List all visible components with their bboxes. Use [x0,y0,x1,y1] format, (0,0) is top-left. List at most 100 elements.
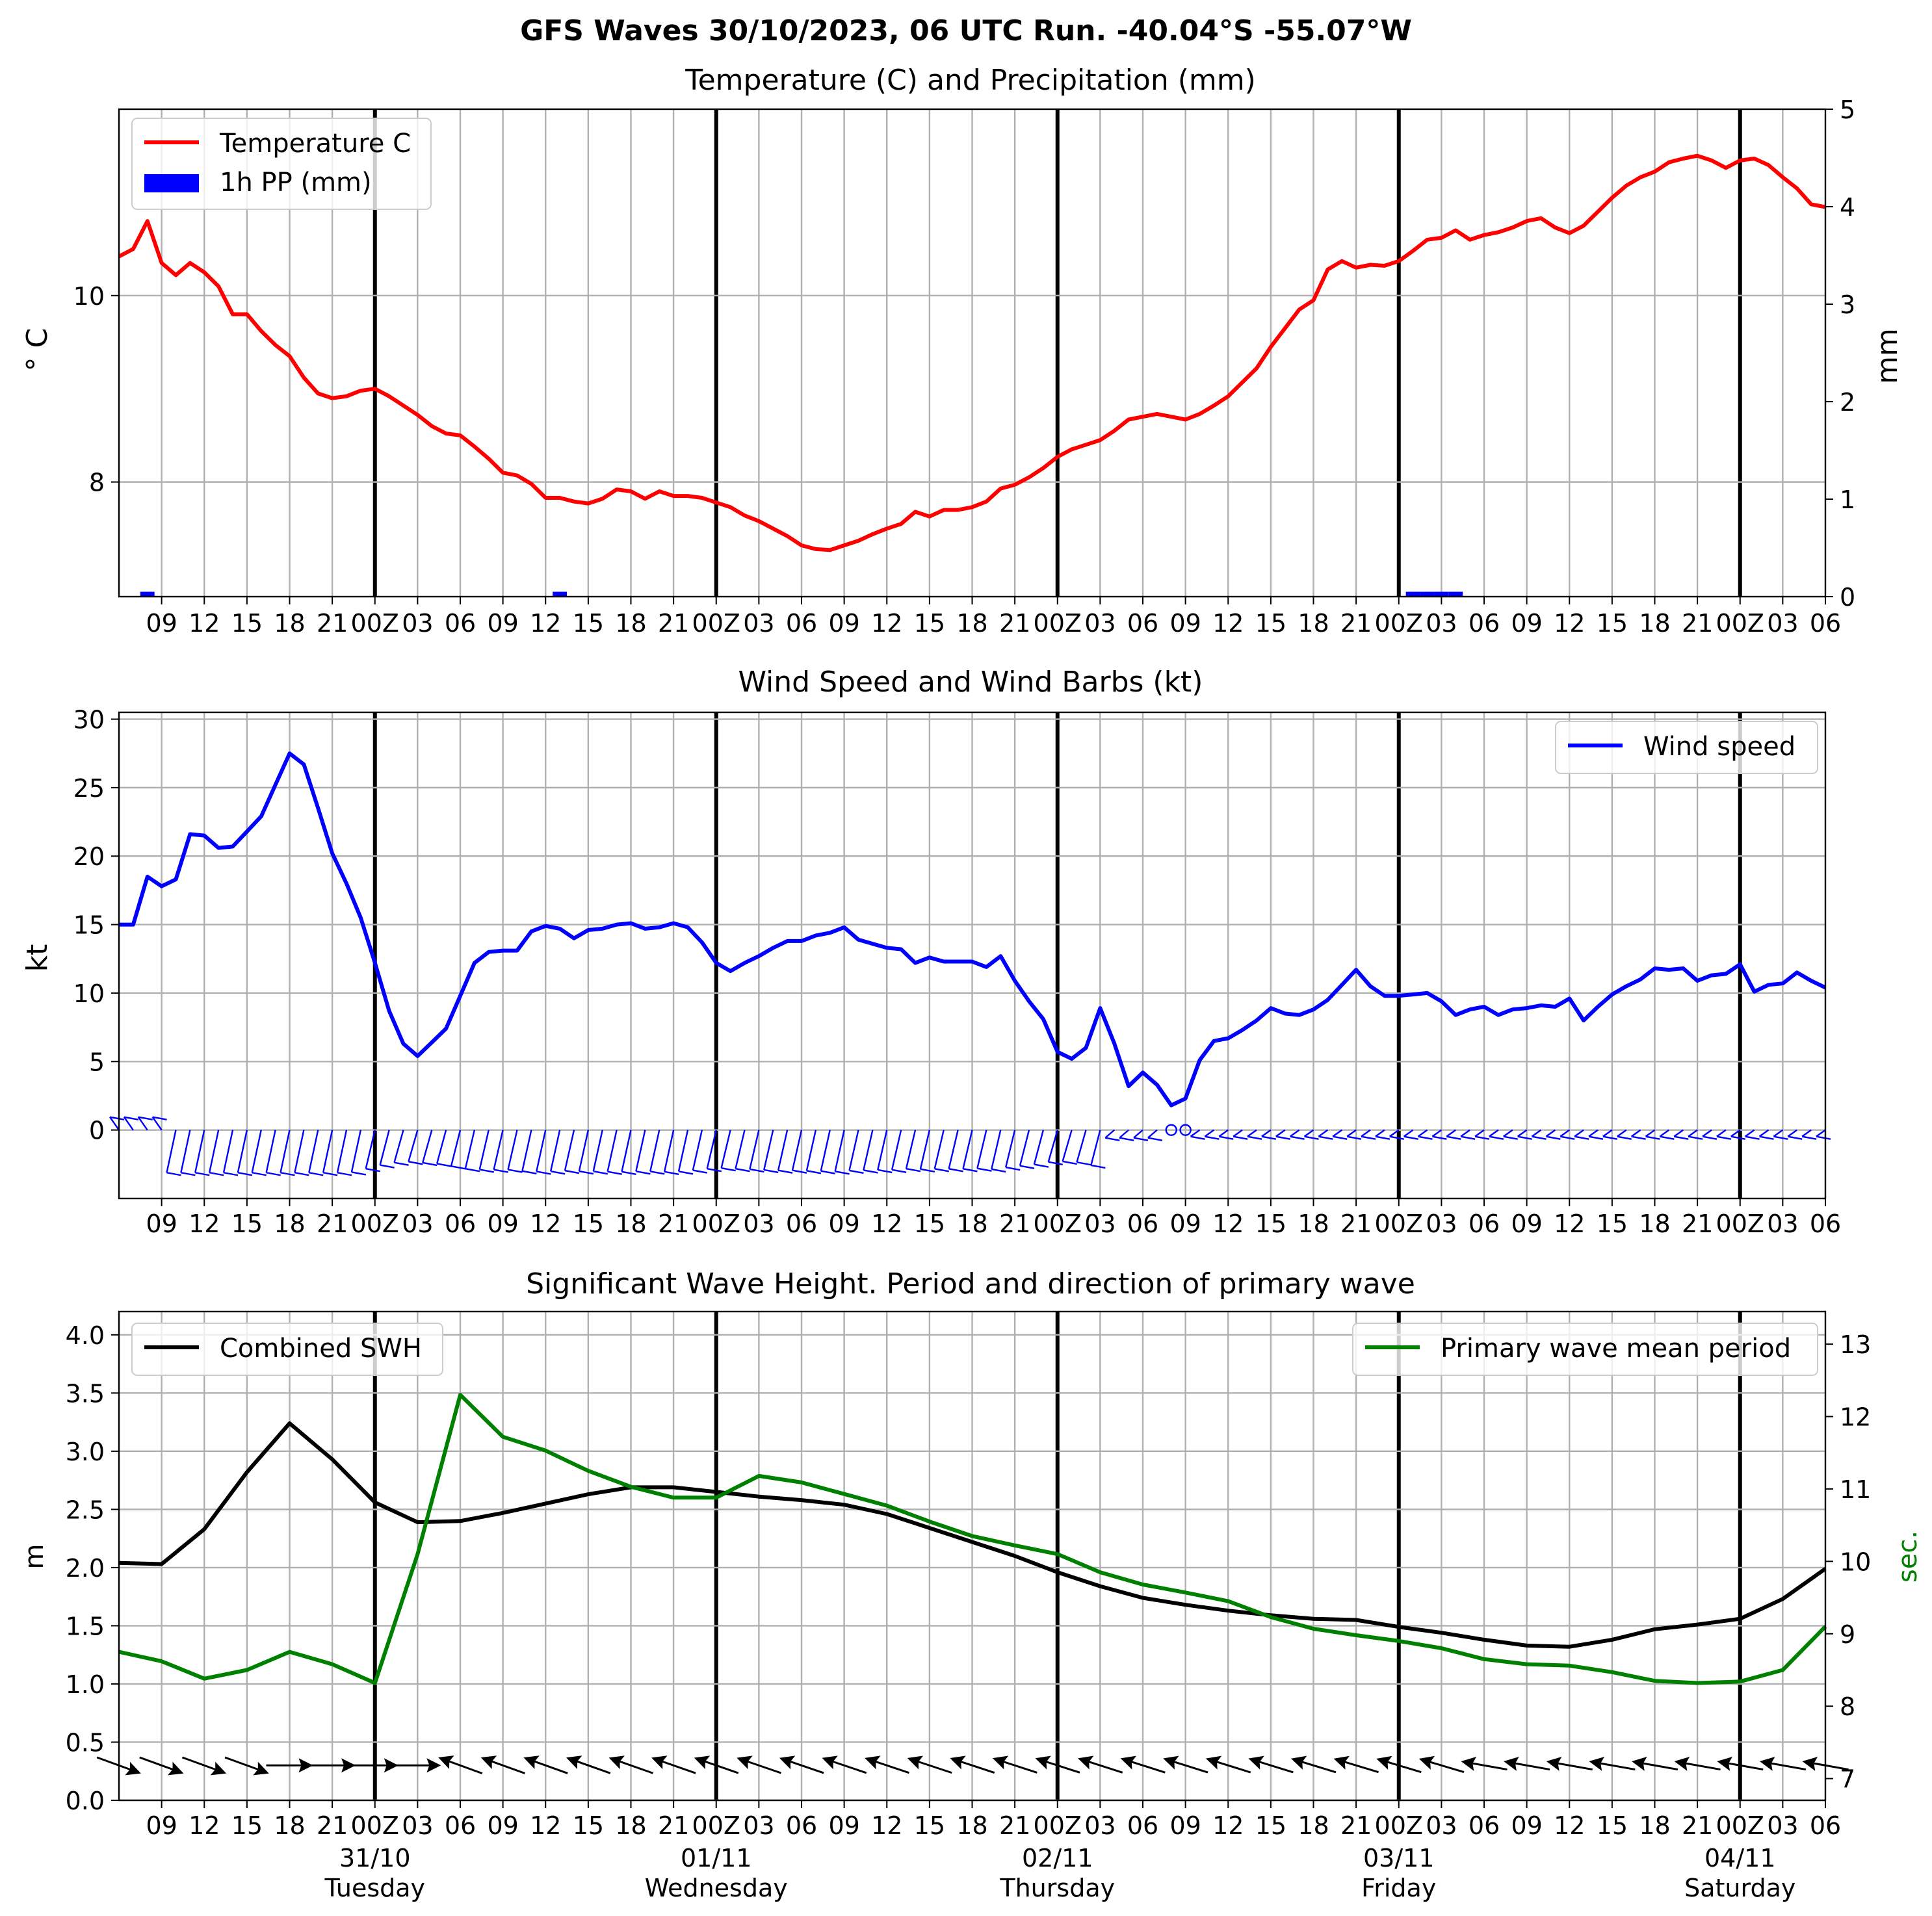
wind-barb-flag [1205,1135,1220,1140]
wind-barb [166,1130,181,1176]
wind-barb-flag [1773,1135,1788,1140]
wind-barb-flag [1745,1135,1760,1140]
wind-barb [478,1130,494,1173]
x-tick-label: 15 [914,1811,945,1840]
arrow-shaft [181,1756,220,1772]
wind-barb-staff [1673,1129,1684,1137]
wind-barb-staff [663,1130,675,1172]
wind-barb [308,1130,324,1176]
wind-barb-staff [1474,1129,1485,1137]
wind-barb-staff [962,1130,973,1169]
wave-direction-arrow [1418,1755,1465,1773]
wind-barb-staff [820,1130,831,1171]
arrow-head [253,1761,269,1776]
wave-direction-arrow [694,1755,739,1774]
x-tick-label: 06 [1127,609,1158,638]
wind-barb-staff [1702,1129,1712,1137]
wind-barb-flag [593,1170,608,1175]
x-tick-label: 12 [1212,1210,1244,1238]
arrow-shaft [445,1759,483,1775]
wind-barb-staff [1489,1129,1499,1137]
wind-barb [265,1130,281,1176]
x-tick-label: 21 [1340,1210,1372,1238]
legend-left: Combined SWH [131,1323,443,1376]
wind-barb-staff [1730,1129,1741,1137]
wind-barb-staff [1403,1129,1414,1137]
x-tick-label: 12 [189,1210,220,1238]
wind-barb [1233,1129,1248,1140]
x-tick-label: 12 [530,1210,561,1238]
y-tick-label: 2.0 [66,1554,105,1583]
wind-barb-flag [1716,1135,1732,1140]
x-tick-label: 03 [402,1210,433,1238]
wind-barb [251,1130,267,1176]
wind-barb-flag [1489,1135,1504,1140]
wind-barb-flag [1133,1137,1149,1141]
wave-direction-arrow [1078,1755,1123,1774]
x-tick-label: 15 [1597,1811,1628,1840]
precipitation-bar [1448,591,1463,597]
y-tick-label: 0 [89,1117,105,1145]
wind-barb [549,1130,566,1175]
wind-barb-staff [677,1130,689,1172]
x-tick-label: 12 [871,1210,902,1238]
wind-barb-flag [493,1169,508,1173]
arrow-head [523,1755,540,1769]
wind-barb-staff [109,1116,120,1131]
y-tick-label: 10 [73,979,105,1008]
wind-barb-flag [1091,1164,1106,1169]
x-tick-label: 12 [1554,1811,1585,1840]
wave-period-line [118,1393,1827,1685]
arrow-shaft [1682,1761,1721,1771]
wind-barb-staff [1744,1129,1755,1137]
wind-barb-flag [963,1168,978,1172]
y-tick-label: 25 [73,774,105,803]
wind-barb [777,1130,793,1174]
arrow-head [566,1755,582,1769]
wind-barb-flag [309,1172,324,1176]
wind-barb-flag [1503,1135,1518,1140]
wind-barb-staff [1716,1129,1727,1137]
wind-barb [1261,1129,1277,1140]
wind-barb-flag [423,1161,437,1167]
panel-title: Temperature (C) and Precipitation (mm) [685,64,1256,97]
wave-direction-arrow [1759,1757,1807,1771]
x-tick-label: 09 [1511,1811,1542,1840]
arrow-head [1632,1757,1647,1771]
legend: Wind speed [1555,721,1818,774]
x-tick-label: 21 [658,1811,689,1840]
wind-barb [109,1116,125,1131]
wind-barb-staff [720,1130,731,1169]
x-tick-label: 03 [1084,1210,1116,1238]
x-tick-label: 06 [1810,609,1841,638]
arrow-shaft [1298,1759,1337,1774]
wind-barb [848,1130,864,1174]
wind-barb-staff [1517,1129,1528,1137]
arrow-shaft [573,1759,611,1774]
wind-barb-flag [607,1171,622,1175]
y-tick-label-right: 3 [1840,291,1855,319]
wind-barb-staff [891,1130,902,1171]
arrow-shaft [224,1756,262,1772]
wind-barb-flag [1233,1135,1248,1140]
wind-barb-flag [1147,1137,1163,1141]
wind-barb [578,1130,594,1175]
wave-direction-arrow [139,1756,184,1776]
wind-barb-staff [208,1130,220,1173]
x-tick-label: 15 [231,1811,263,1840]
legend-frame [131,1323,443,1376]
wind-barb-flag [1460,1135,1476,1140]
wind-barb-calm [1165,1124,1177,1136]
wind-barb [663,1130,679,1175]
wind-barb-staff [621,1130,632,1172]
wind-barb-flag [1119,1137,1134,1141]
wind-barb-flag [564,1169,580,1174]
wind-barb [1332,1129,1348,1140]
x-tick-label: 21 [999,1811,1030,1840]
wind-barb-flag [792,1169,807,1174]
wind-barb-staff [1773,1129,1784,1137]
y-tick-label-right: 10 [1840,1547,1871,1576]
wind-barb [877,1130,893,1174]
wave-direction-arrow [950,1755,995,1774]
wind-barb-flag [479,1169,494,1173]
